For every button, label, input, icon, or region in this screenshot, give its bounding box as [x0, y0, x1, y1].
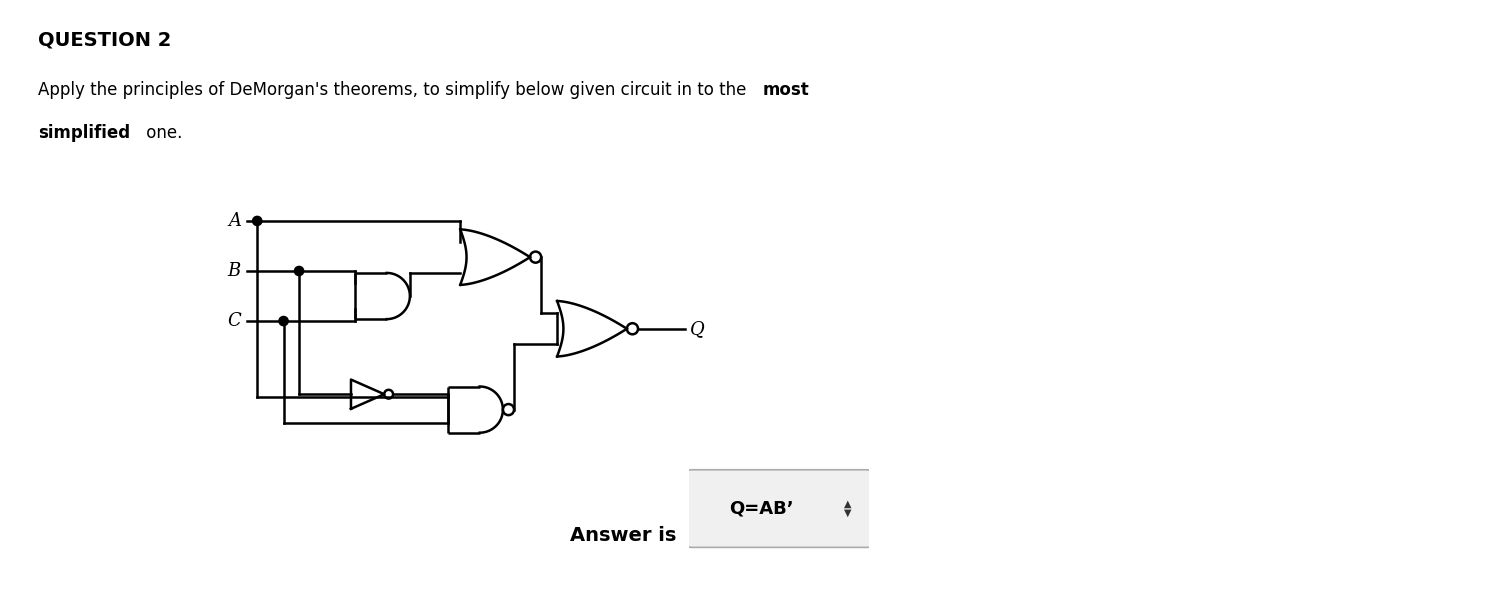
- Text: Answer is: Answer is: [570, 526, 676, 545]
- Text: simplified: simplified: [38, 124, 130, 142]
- Text: Apply the principles of DeMorgan's theorems, to simplify below given circuit in : Apply the principles of DeMorgan's theor…: [38, 81, 751, 100]
- Text: B: B: [228, 262, 240, 280]
- Circle shape: [253, 217, 262, 225]
- Circle shape: [295, 266, 304, 276]
- Text: Q=AB’: Q=AB’: [729, 500, 794, 517]
- Text: ▲
▼: ▲ ▼: [844, 499, 851, 518]
- Text: QUESTION 2: QUESTION 2: [38, 31, 171, 50]
- Text: C: C: [227, 312, 240, 330]
- Text: one.: one.: [141, 124, 181, 142]
- Text: Q: Q: [689, 320, 705, 337]
- Circle shape: [278, 316, 289, 326]
- FancyBboxPatch shape: [683, 470, 875, 548]
- Text: most: most: [764, 81, 810, 100]
- Text: A: A: [228, 212, 240, 230]
